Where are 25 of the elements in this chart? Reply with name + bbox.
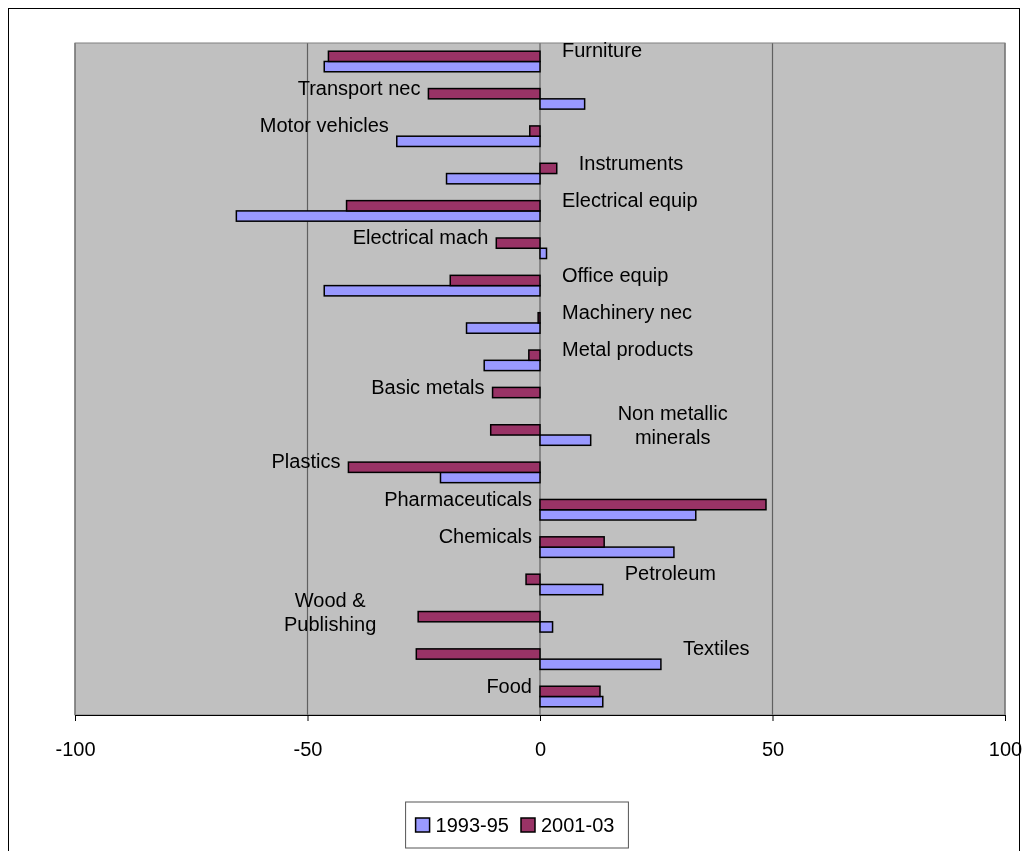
y-tick-label: Basic metals — [371, 375, 485, 398]
y-tick-label: Motor vehicles — [259, 114, 389, 137]
y-tick-label: Machinery nec — [562, 300, 693, 323]
legend-label: 2001-03 — [541, 814, 615, 836]
y-tick-label: Electrical equip — [562, 188, 698, 211]
y-tick-label: Instruments — [578, 151, 684, 174]
y-tick-label: Petroleum — [624, 562, 716, 585]
x-tick-label: -50 — [293, 738, 323, 760]
bar — [491, 386, 541, 399]
y-tick-label: Metal products — [562, 338, 694, 361]
y-tick-label: Wood & Publishing — [284, 588, 377, 635]
legend-label: 1993-95 — [435, 814, 509, 836]
x-tick-label: -100 — [55, 738, 96, 760]
y-tick-label: Food — [486, 674, 532, 697]
y-tick-label: Electrical mach — [352, 226, 489, 249]
y-tick-label: Textiles — [682, 637, 750, 660]
x-tick-label: 50 — [761, 738, 785, 760]
y-tick-label: Transport nec — [297, 76, 421, 99]
y-tick-label: Non metallic minerals — [617, 402, 728, 449]
x-tick-label: 0 — [534, 738, 547, 760]
y-tick-label: Office equip — [562, 263, 669, 286]
y-tick-label: Furniture — [562, 39, 643, 62]
y-tick-label: Plastics — [271, 450, 341, 473]
y-tick-label: Chemicals — [438, 525, 532, 548]
y-tick-label: Pharmaceuticals — [384, 487, 532, 510]
